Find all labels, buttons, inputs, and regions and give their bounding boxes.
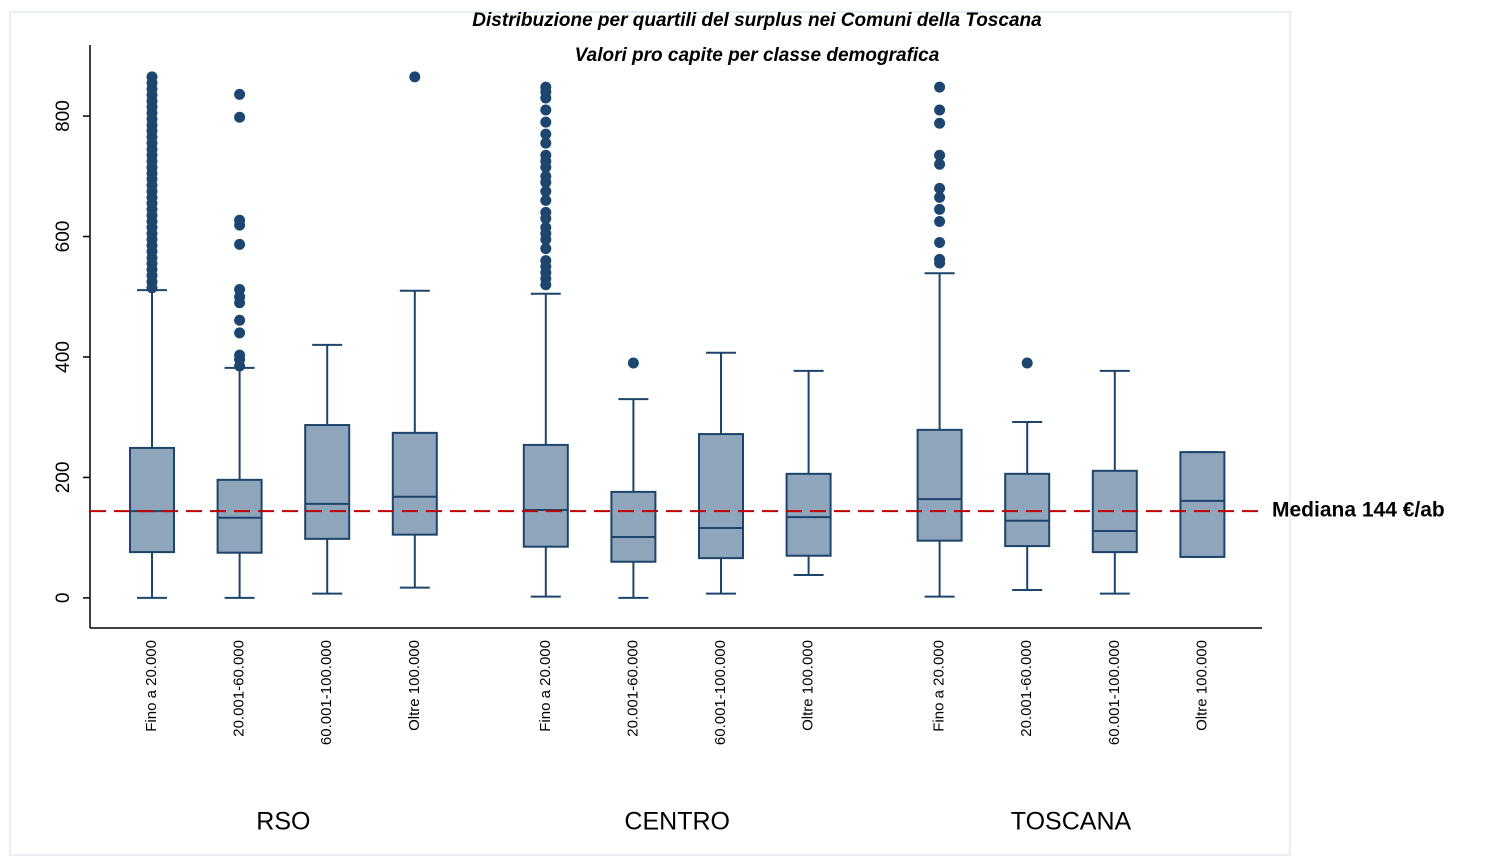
box bbox=[698, 433, 744, 560]
x-tick-label: 20.001-60.000 bbox=[231, 640, 248, 737]
outlier bbox=[540, 194, 552, 206]
outlier bbox=[540, 92, 552, 104]
outlier bbox=[146, 71, 158, 83]
outlier bbox=[934, 257, 946, 269]
box bbox=[304, 424, 351, 540]
outlier bbox=[234, 360, 246, 372]
group-label: CENTRO bbox=[624, 808, 730, 836]
box bbox=[216, 478, 263, 554]
outlier bbox=[934, 117, 946, 129]
x-tick-label: Fino a 20.000 bbox=[143, 640, 160, 732]
outlier bbox=[540, 243, 552, 255]
outlier bbox=[540, 161, 552, 173]
x-tick-label: Fino a 20.000 bbox=[931, 640, 948, 732]
x-tick-label: 60.001-100.000 bbox=[1106, 640, 1123, 745]
outlier bbox=[540, 212, 552, 224]
outlier bbox=[540, 104, 552, 116]
outlier bbox=[234, 327, 246, 339]
y-tick-label: 0 bbox=[53, 593, 74, 604]
outlier bbox=[540, 116, 552, 128]
x-tick-label: Fino a 20.000 bbox=[537, 640, 554, 732]
box bbox=[129, 446, 175, 554]
box bbox=[1179, 451, 1226, 558]
outlier bbox=[934, 158, 946, 170]
outlier bbox=[934, 215, 946, 227]
outlier bbox=[1021, 357, 1033, 369]
outlier bbox=[934, 191, 946, 203]
outlier bbox=[934, 237, 946, 249]
outlier bbox=[627, 357, 639, 369]
reference-label: Mediana 144 €/ab bbox=[1272, 499, 1445, 522]
outlier bbox=[234, 219, 246, 231]
y-tick-label: 400 bbox=[53, 341, 74, 373]
outlier bbox=[234, 111, 246, 123]
x-tick-label: Oltre 100.000 bbox=[406, 640, 423, 731]
x-tick-label: 20.001-60.000 bbox=[1018, 640, 1035, 737]
group-label: TOSCANA bbox=[1011, 808, 1132, 836]
y-tick-label: 800 bbox=[53, 100, 74, 132]
outlier bbox=[540, 128, 552, 140]
x-tick-label: Oltre 100.000 bbox=[800, 640, 817, 731]
y-tick-label: 200 bbox=[53, 462, 74, 494]
chart-title: Distribuzione per quartili del surplus n… bbox=[472, 10, 1042, 31]
x-tick-label: 20.001-60.000 bbox=[624, 640, 641, 737]
y-tick-label: 600 bbox=[53, 221, 74, 253]
box bbox=[391, 431, 438, 536]
x-tick-label: 60.001-100.000 bbox=[318, 640, 335, 745]
outlier bbox=[234, 88, 246, 100]
outlier bbox=[540, 279, 552, 291]
outlier bbox=[934, 182, 946, 194]
outlier bbox=[234, 314, 246, 326]
outlier bbox=[934, 81, 946, 93]
x-tick-label: Oltre 100.000 bbox=[1193, 640, 1210, 731]
x-tick-label: 60.001-100.000 bbox=[712, 640, 729, 745]
outlier bbox=[540, 234, 552, 246]
chart-subtitle: Valori pro capite per classe demografica bbox=[575, 45, 940, 66]
outlier bbox=[234, 238, 246, 250]
outlier bbox=[234, 297, 246, 309]
outlier bbox=[540, 137, 552, 149]
outlier bbox=[409, 71, 421, 83]
outlier bbox=[934, 104, 946, 116]
box bbox=[610, 490, 657, 563]
box bbox=[916, 428, 963, 542]
outlier bbox=[540, 185, 552, 197]
outlier bbox=[540, 176, 552, 188]
box bbox=[1004, 472, 1051, 548]
group-label: RSO bbox=[256, 808, 310, 836]
outlier bbox=[934, 149, 946, 161]
box bbox=[522, 443, 569, 548]
box bbox=[785, 472, 832, 557]
frame bbox=[9, 11, 1291, 856]
outlier bbox=[934, 203, 946, 215]
